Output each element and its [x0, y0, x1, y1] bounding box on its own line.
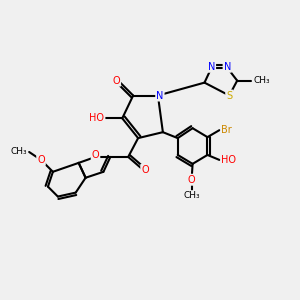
Text: CH₃: CH₃: [183, 191, 200, 200]
Text: Br: Br: [221, 125, 232, 135]
Text: HO: HO: [89, 113, 104, 123]
Text: N: N: [208, 62, 215, 72]
Text: O: O: [37, 155, 45, 165]
Text: N: N: [156, 91, 164, 100]
Text: O: O: [188, 175, 195, 185]
Text: S: S: [226, 91, 232, 100]
Text: CH₃: CH₃: [11, 148, 27, 157]
Text: N: N: [224, 62, 231, 72]
Text: O: O: [141, 165, 149, 175]
Text: HO: HO: [221, 155, 236, 165]
Text: CH₃: CH₃: [253, 76, 270, 85]
Text: O: O: [112, 76, 120, 85]
Text: O: O: [92, 150, 99, 160]
